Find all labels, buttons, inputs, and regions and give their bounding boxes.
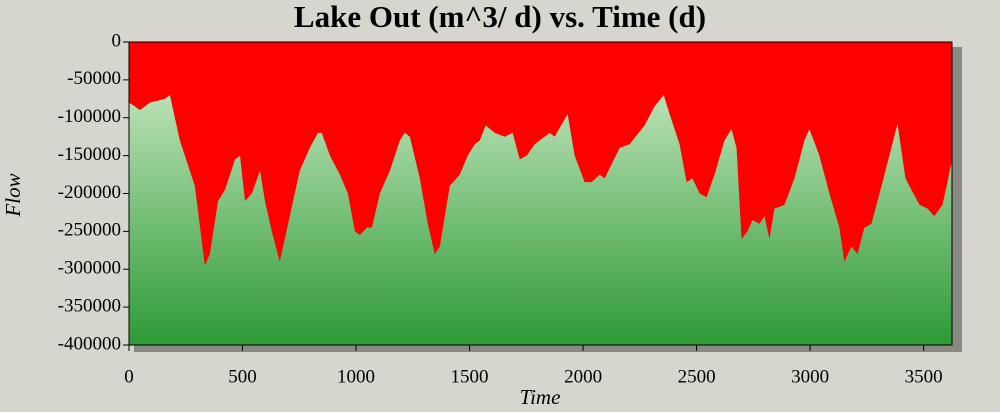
x-axis-label: Time: [520, 385, 561, 409]
x-tick-label: 2500: [678, 366, 716, 387]
area: [129, 42, 952, 266]
y-tick-label: -400000: [58, 333, 121, 354]
x-tick-label: 1000: [337, 366, 375, 387]
y-axis-label: Flow: [1, 173, 25, 217]
y-tick-label: -250000: [58, 220, 121, 241]
x-tick-label: 3000: [791, 366, 829, 387]
y-tick-label: 0: [112, 30, 122, 51]
x-tick-label: 3500: [905, 366, 943, 387]
x-tick-label: 0: [124, 366, 134, 387]
y-tick-label: -50000: [67, 68, 121, 89]
y-tick-label: -200000: [58, 182, 121, 203]
y-tick-label: -300000: [58, 258, 121, 279]
y-tick-label: -100000: [58, 106, 121, 127]
y-tick-label: -150000: [58, 144, 121, 165]
x-tick-label: 2000: [564, 366, 602, 387]
x-tick-label: 1500: [451, 366, 489, 387]
y-tick-label: -350000: [58, 295, 121, 316]
x-tick-label: 500: [228, 366, 257, 387]
chart-title: Lake Out (m^3/ d) vs. Time (d): [294, 0, 706, 34]
